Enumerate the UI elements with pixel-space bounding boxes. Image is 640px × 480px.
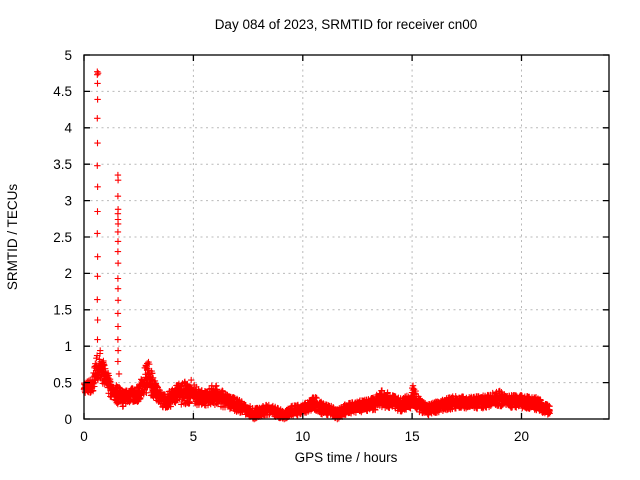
y-tick-label: 3 <box>64 193 72 208</box>
axis-ticks <box>83 54 609 420</box>
x-tick-label: 15 <box>405 429 420 444</box>
y-tick-label: 5 <box>64 48 72 63</box>
y-tick-label: 1.5 <box>53 303 72 318</box>
grid-line-path <box>85 56 608 418</box>
y-tick-label: 0 <box>64 412 72 427</box>
x-tick-label: 10 <box>295 429 310 444</box>
chart-title: Day 084 of 2023, SRMTID for receiver cn0… <box>215 17 478 32</box>
tick-marks-path <box>83 54 609 420</box>
y-axis-label: SRMTID / TECUs <box>5 184 20 291</box>
x-tick-label: 20 <box>514 429 529 444</box>
y-tick-label: 4 <box>64 121 72 136</box>
y-tick-label: 2 <box>64 266 72 281</box>
y-tick-label: 3.5 <box>53 157 72 172</box>
x-tick-label: 0 <box>80 429 88 444</box>
data-points <box>80 68 553 423</box>
scatter-marker-path <box>80 68 553 423</box>
y-tick-label: 0.5 <box>53 375 72 390</box>
grid-lines <box>85 56 608 418</box>
x-axis-label: GPS time / hours <box>295 450 398 465</box>
y-tick-label: 4.5 <box>53 84 72 99</box>
x-tick-label: 5 <box>190 429 198 444</box>
tick-labels: 0 5 10 15 20 0 0.5 1 1.5 2 2.5 3 3.5 4 4.5 5 <box>53 48 529 444</box>
y-tick-label: 2.5 <box>53 230 72 245</box>
y-tick-label: 1 <box>64 339 72 354</box>
